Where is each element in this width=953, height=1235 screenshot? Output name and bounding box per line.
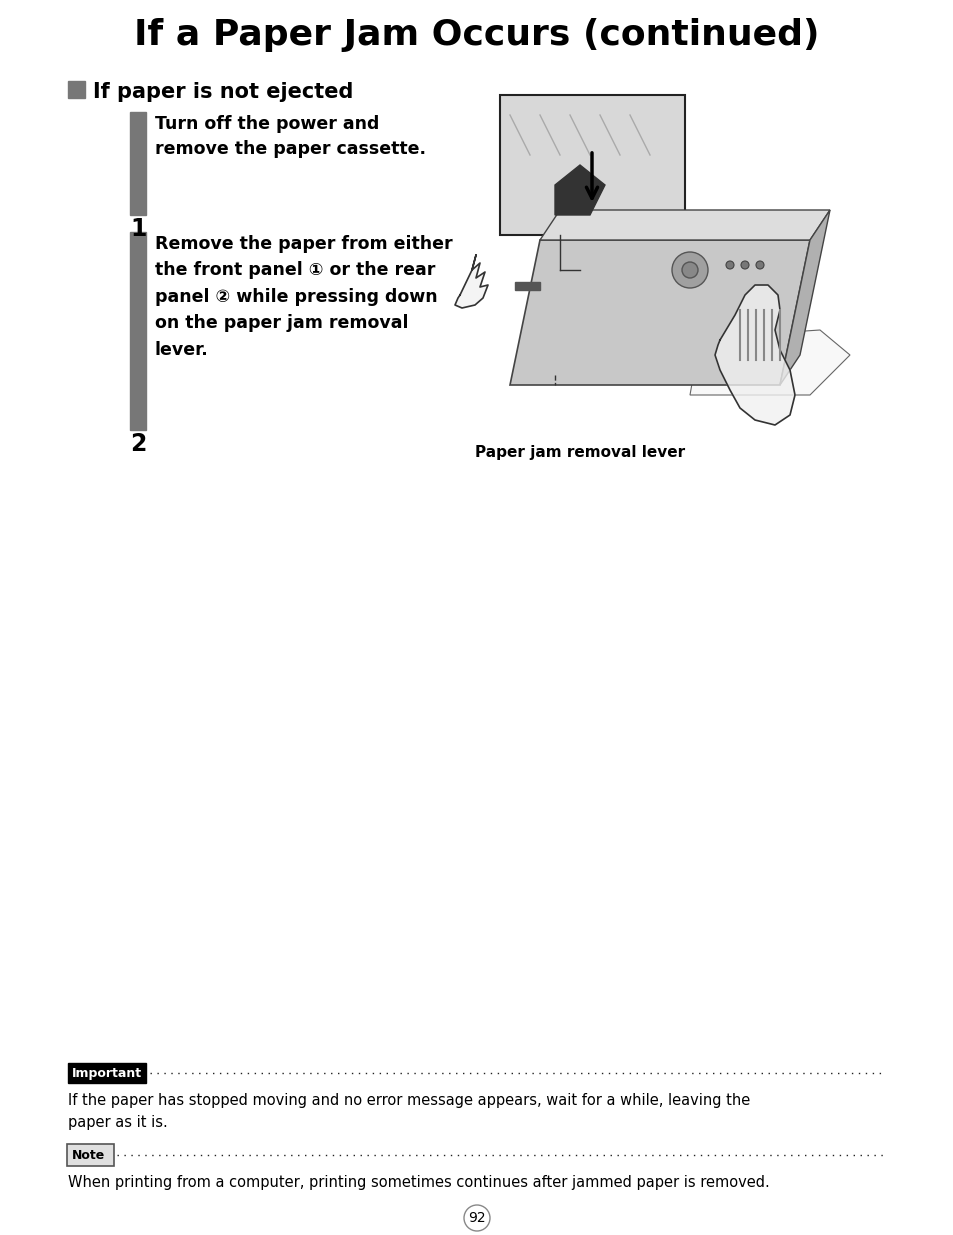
Text: Paper jam removal lever: Paper jam removal lever <box>475 445 684 459</box>
Circle shape <box>755 261 763 269</box>
Text: 2: 2 <box>130 432 146 456</box>
Circle shape <box>671 252 707 288</box>
Polygon shape <box>455 254 488 308</box>
Bar <box>130 112 146 215</box>
Text: Turn off the power and
remove the paper cassette.: Turn off the power and remove the paper … <box>154 115 426 158</box>
Polygon shape <box>714 285 794 425</box>
Bar <box>68 82 85 98</box>
Text: Note: Note <box>71 1149 105 1162</box>
Bar <box>515 282 539 290</box>
Polygon shape <box>510 240 809 385</box>
Bar <box>130 232 146 430</box>
Circle shape <box>681 262 698 278</box>
Text: If the paper has stopped moving and no error message appears, wait for a while, : If the paper has stopped moving and no e… <box>68 1093 749 1130</box>
Polygon shape <box>555 165 604 215</box>
Polygon shape <box>689 330 849 395</box>
Circle shape <box>740 261 748 269</box>
Text: If a Paper Jam Occurs (continued): If a Paper Jam Occurs (continued) <box>134 19 819 52</box>
Text: Remove the paper from either
the front panel ① or the rear
panel ② while pressin: Remove the paper from either the front p… <box>154 235 452 358</box>
Polygon shape <box>780 210 829 385</box>
Circle shape <box>463 1205 490 1231</box>
Circle shape <box>725 261 733 269</box>
Text: Important: Important <box>71 1067 142 1079</box>
Bar <box>499 95 684 235</box>
Text: 1: 1 <box>130 217 146 241</box>
Text: 92: 92 <box>468 1212 485 1225</box>
Text: If paper is not ejected: If paper is not ejected <box>92 82 353 103</box>
FancyBboxPatch shape <box>67 1144 113 1166</box>
Bar <box>68 1063 146 1083</box>
Polygon shape <box>539 210 829 240</box>
Text: When printing from a computer, printing sometimes continues after jammed paper i: When printing from a computer, printing … <box>68 1174 769 1191</box>
